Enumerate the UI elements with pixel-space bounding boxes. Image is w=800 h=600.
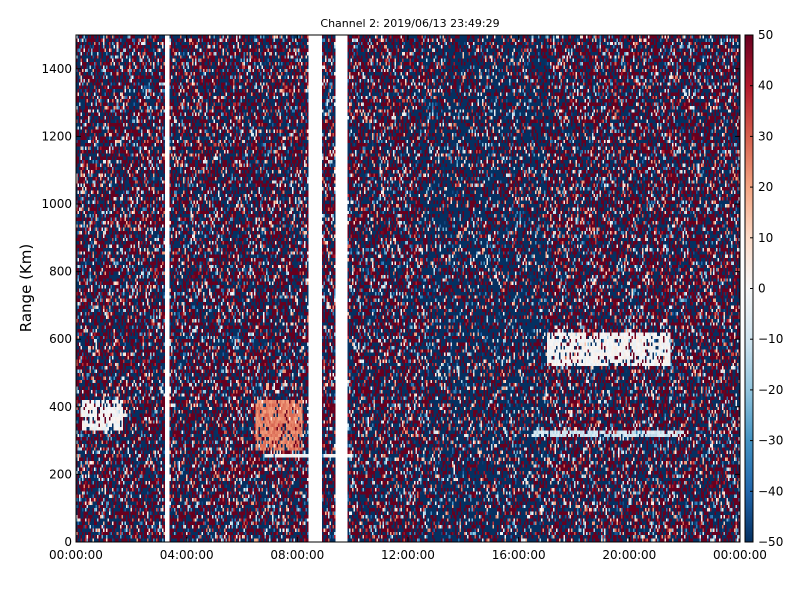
- colorbar: 50 40 30 20 10 0 −10 −20 −30 −40 −50: [744, 28, 783, 549]
- colorbar-tick-label: −10: [758, 332, 783, 346]
- colorbar-tick-label: 10: [758, 231, 773, 245]
- x-tick-label: 00:00:00: [713, 548, 767, 562]
- colorbar-tick-label: −50: [758, 535, 783, 549]
- colorbar-tick-label: 20: [758, 180, 773, 194]
- y-tick-label: 200: [49, 467, 72, 481]
- x-axis: 00:00:00 04:00:00 08:00:00 12:00:00 16:00:00…: [49, 35, 767, 562]
- y-tick-label: 400: [49, 400, 72, 414]
- x-tick-label: 04:00:00: [160, 548, 214, 562]
- heatmap-cells: [76, 35, 740, 542]
- y-axis-label: Range (Km): [17, 244, 35, 332]
- y-tick-label: 600: [49, 332, 72, 346]
- y-tick-label: 1400: [41, 62, 72, 76]
- x-tick-label: 00:00:00: [49, 548, 103, 562]
- colorbar-tick-label: 0: [758, 282, 766, 296]
- colorbar-tick-label: 30: [758, 129, 773, 143]
- colorbar-tick-label: −40: [758, 484, 783, 498]
- plot-area: [76, 35, 740, 542]
- y-tick-label: 1200: [41, 129, 72, 143]
- chart-title: Channel 2: 2019/06/13 23:49:29: [320, 17, 499, 30]
- colorbar-tick-label: −30: [758, 434, 783, 448]
- y-tick-label: 0: [64, 535, 72, 549]
- x-tick-label: 08:00:00: [270, 548, 324, 562]
- y-axis: 0 200 400 600 800 1000 1200 1400: [41, 62, 740, 549]
- x-tick-label: 12:00:00: [381, 548, 435, 562]
- colorbar-tick-label: −20: [758, 383, 783, 397]
- colorbar-tick-label: 50: [758, 28, 773, 42]
- x-tick-label: 20:00:00: [602, 548, 656, 562]
- y-tick-label: 1000: [41, 197, 72, 211]
- colorbar-tick-label: 40: [758, 79, 773, 93]
- x-tick-label: 16:00:00: [492, 548, 546, 562]
- y-tick-label: 800: [49, 265, 72, 279]
